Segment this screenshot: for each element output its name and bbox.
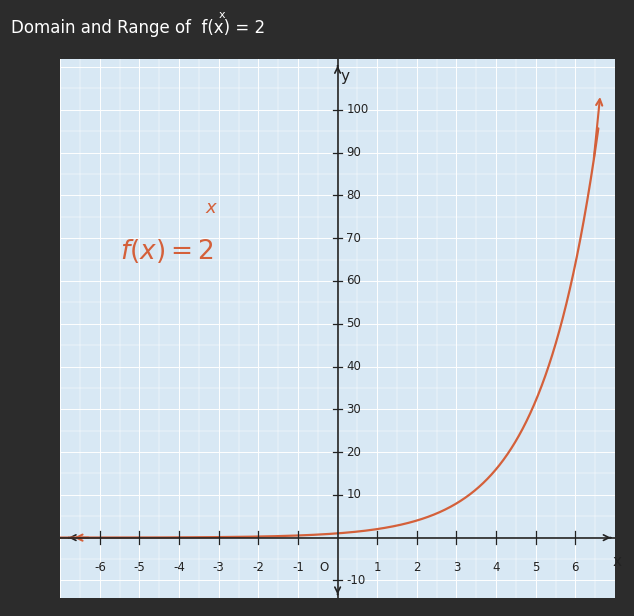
Text: 3: 3	[453, 561, 460, 574]
Text: $x$: $x$	[205, 199, 218, 217]
Text: 30: 30	[346, 403, 361, 416]
Text: 70: 70	[346, 232, 361, 245]
Text: x: x	[613, 554, 622, 569]
Text: -2: -2	[252, 561, 264, 574]
Text: 4: 4	[493, 561, 500, 574]
Text: -4: -4	[173, 561, 185, 574]
Text: y: y	[340, 69, 349, 84]
Text: 80: 80	[346, 189, 361, 202]
Text: 50: 50	[346, 317, 361, 330]
Text: 5: 5	[532, 561, 540, 574]
Text: 40: 40	[346, 360, 361, 373]
Text: 10: 10	[346, 488, 361, 501]
Text: 90: 90	[346, 146, 361, 159]
Text: 1: 1	[373, 561, 381, 574]
Text: -5: -5	[134, 561, 145, 574]
Text: $f(x) = 2$: $f(x) = 2$	[120, 237, 214, 265]
Text: -1: -1	[292, 561, 304, 574]
Text: -3: -3	[213, 561, 224, 574]
Text: Domain and Range of  f(x) = 2: Domain and Range of f(x) = 2	[11, 19, 266, 37]
Text: 100: 100	[346, 103, 368, 116]
Text: -10: -10	[346, 574, 366, 587]
Text: 60: 60	[346, 275, 361, 288]
Text: 2: 2	[413, 561, 420, 574]
Text: -6: -6	[94, 561, 106, 574]
Text: x: x	[219, 10, 225, 20]
Text: 20: 20	[346, 445, 361, 458]
Text: O: O	[320, 561, 329, 574]
Text: 6: 6	[572, 561, 579, 574]
